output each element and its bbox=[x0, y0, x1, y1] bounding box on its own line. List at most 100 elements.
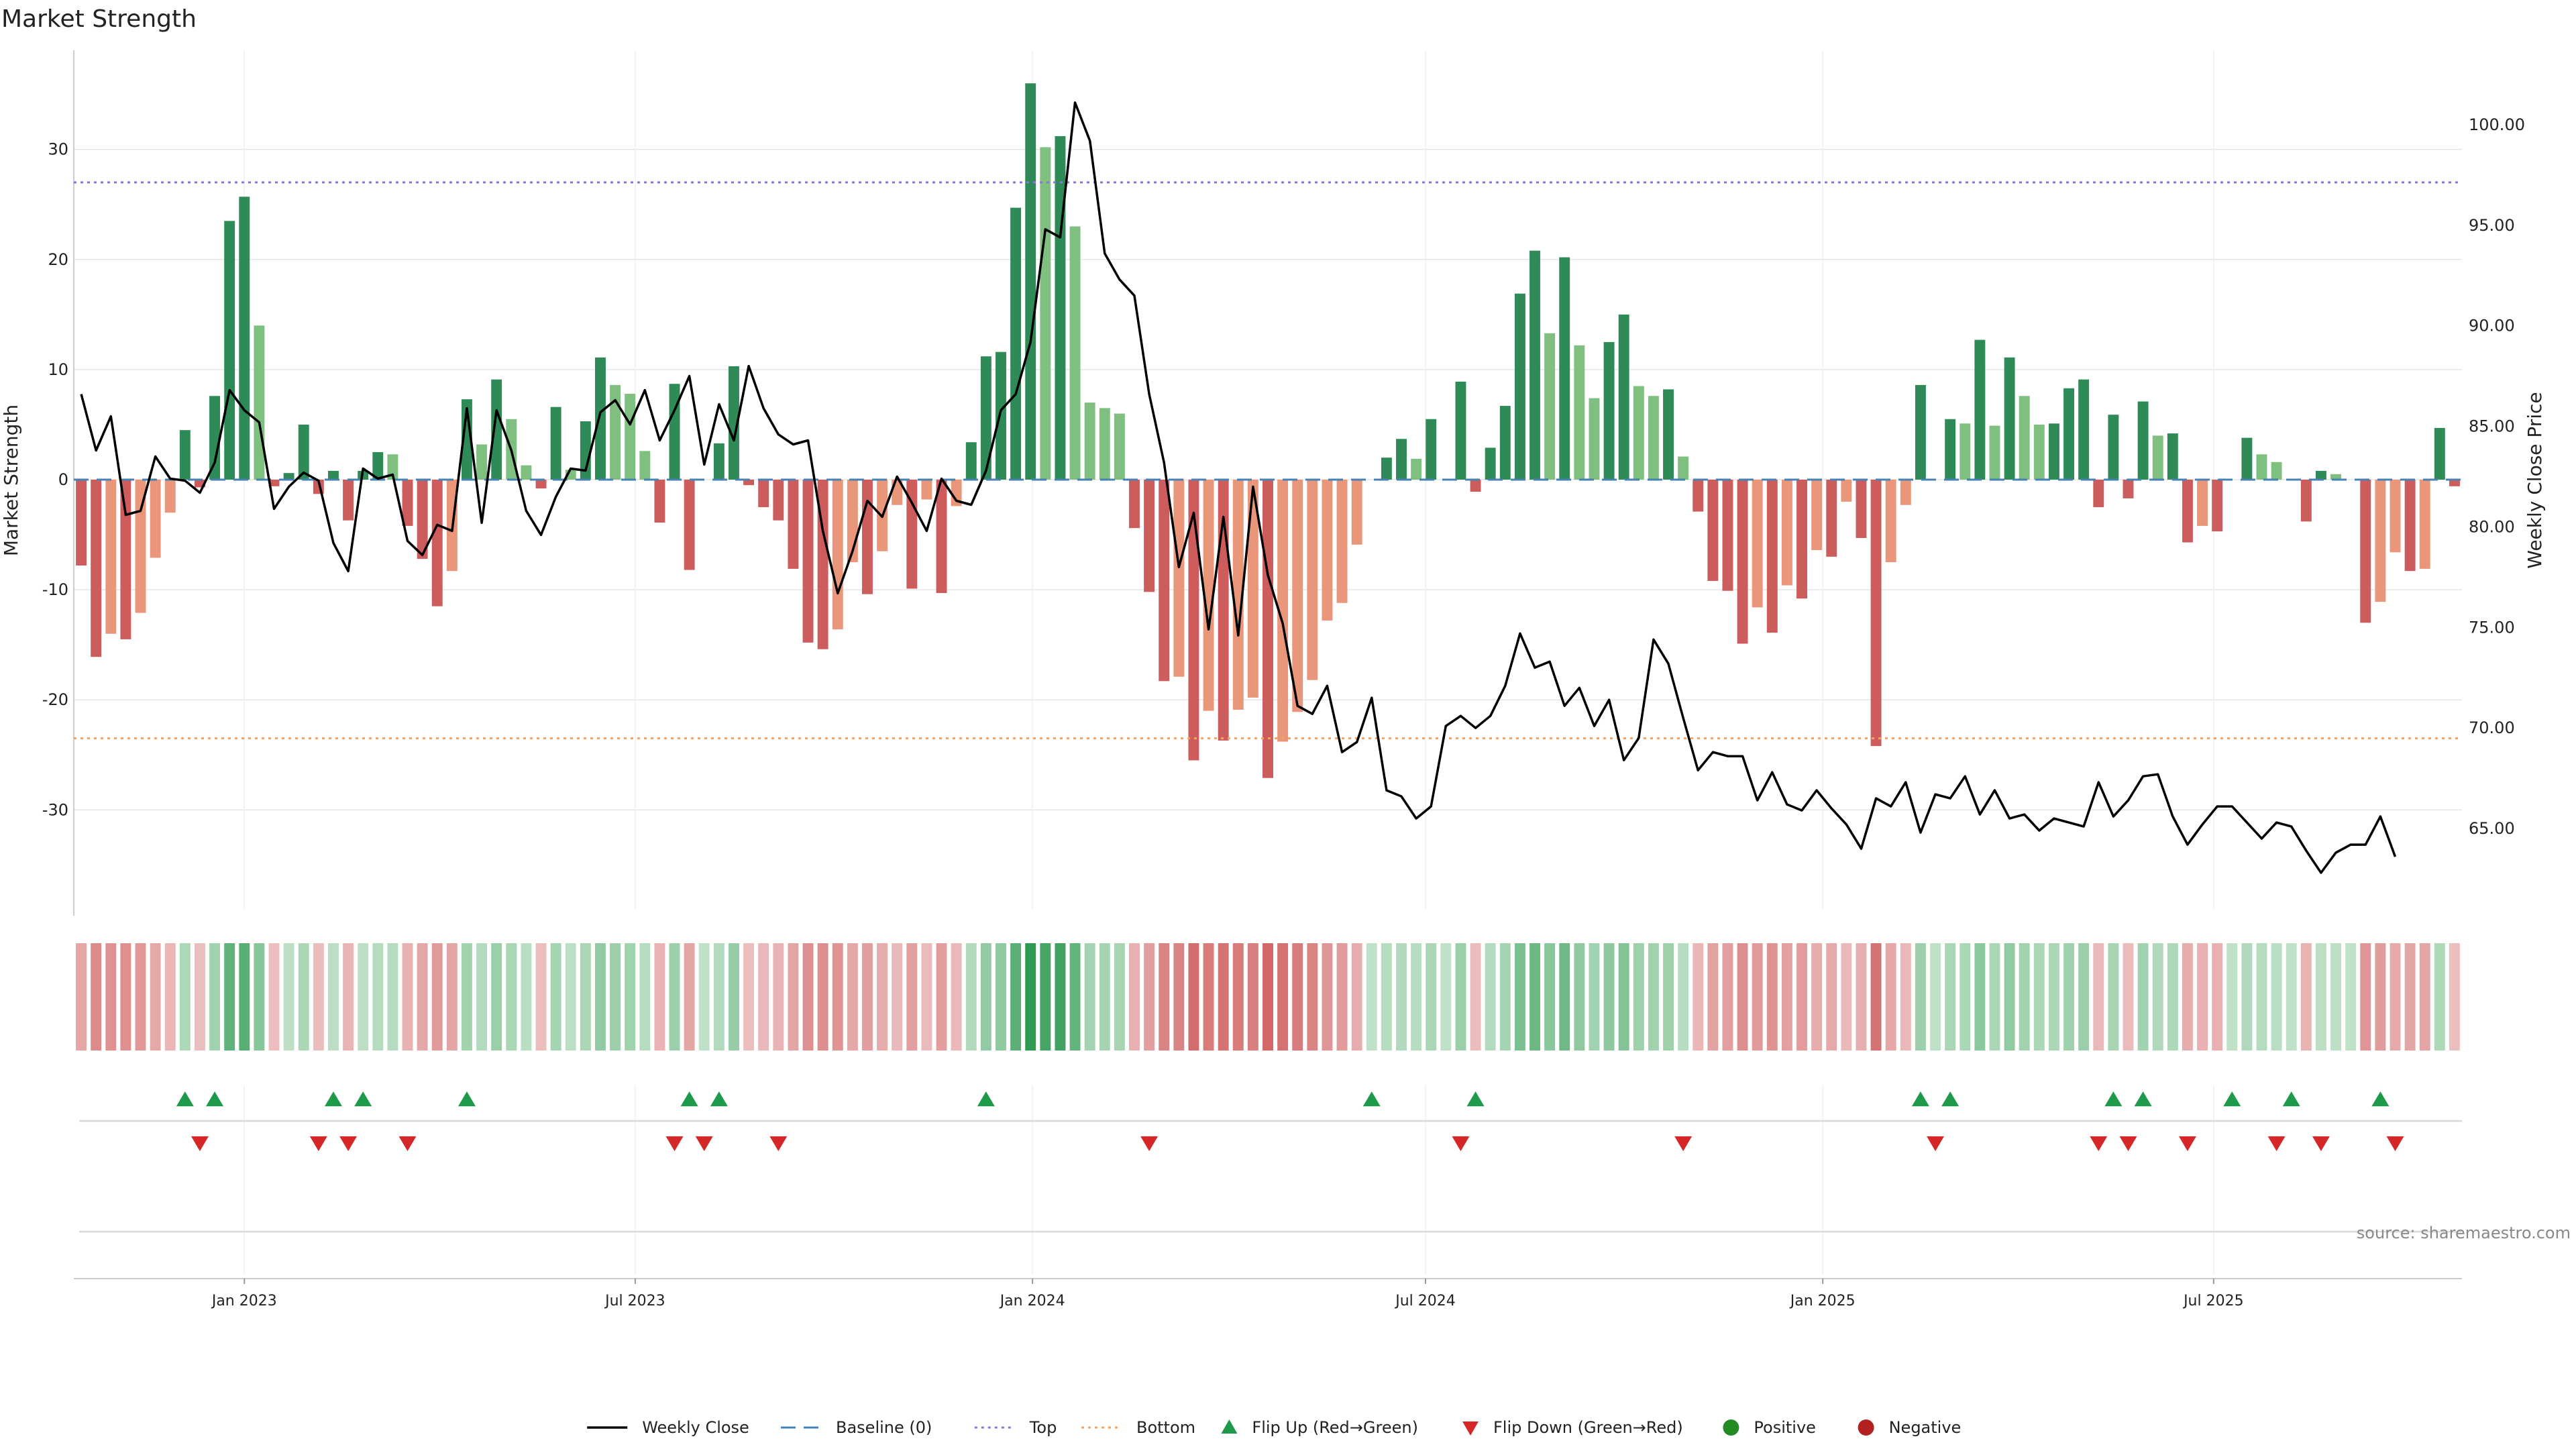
strength-bar bbox=[1277, 480, 1289, 742]
heat-strip-cell bbox=[2434, 943, 2445, 1051]
strength-bar bbox=[1856, 480, 1867, 538]
heat-strip-cell bbox=[1544, 943, 1556, 1051]
strength-bar bbox=[2330, 474, 2342, 480]
heat-strip-cell bbox=[1989, 943, 2000, 1051]
strength-bar bbox=[1144, 480, 1155, 592]
flip-down-marker bbox=[2386, 1136, 2404, 1151]
heat-strip-cell bbox=[417, 943, 428, 1051]
strength-bar bbox=[1648, 396, 1659, 480]
heat-strip-cell bbox=[327, 943, 339, 1051]
strength-bar bbox=[2256, 454, 2267, 480]
strength-bar bbox=[268, 480, 280, 486]
strength-bar bbox=[2123, 480, 2134, 498]
heat-strip-cell bbox=[565, 943, 576, 1051]
strength-bar bbox=[1693, 480, 1704, 512]
flip-marker-panel bbox=[79, 1085, 2462, 1275]
strength-bar bbox=[1232, 480, 1244, 710]
x-tick-label: Jan 2023 bbox=[211, 1293, 277, 1309]
right-y-tick-label: 70.00 bbox=[2469, 718, 2515, 737]
strength-bar bbox=[2182, 480, 2193, 543]
strength-bar bbox=[1752, 480, 1763, 608]
strength-bar bbox=[1396, 439, 1407, 480]
heat-strip-cell bbox=[2212, 943, 2223, 1051]
strength-bar bbox=[239, 197, 250, 480]
chart-title: Market Strength bbox=[1, 5, 197, 33]
strength-bar bbox=[773, 480, 784, 521]
heat-strip-cell bbox=[1218, 943, 1229, 1051]
legend-label: Weekly Close bbox=[642, 1418, 749, 1437]
strength-bar bbox=[788, 480, 799, 569]
heat-strip-cell bbox=[2300, 943, 2312, 1051]
strength-bar bbox=[194, 480, 205, 488]
flip-down-marker bbox=[309, 1136, 327, 1151]
heat-strip-cell bbox=[2256, 943, 2267, 1051]
heat-strip-cell bbox=[996, 943, 1006, 1051]
flip-down-marker bbox=[2312, 1136, 2330, 1151]
strength-bar bbox=[1025, 83, 1036, 480]
left-y-tick-label: 10 bbox=[48, 360, 68, 379]
strength-bar bbox=[283, 473, 294, 480]
heat-strip-cell bbox=[1663, 943, 1674, 1051]
flip-down-marker bbox=[665, 1136, 684, 1151]
strength-bar bbox=[610, 384, 621, 480]
heat-strip-cell bbox=[1678, 943, 1689, 1051]
strength-bar bbox=[1470, 480, 1481, 492]
strength-bar bbox=[476, 444, 488, 480]
heat-strip-cell bbox=[2078, 943, 2090, 1051]
strength-bar bbox=[1960, 423, 1971, 480]
x-tick-label: Jul 2025 bbox=[2182, 1293, 2244, 1309]
heat-strip-cell bbox=[1173, 943, 1185, 1051]
heat-strip-cell bbox=[2152, 943, 2163, 1051]
heat-strip-cell bbox=[1381, 943, 1392, 1051]
flip-down-marker bbox=[1927, 1136, 1945, 1151]
strength-bar bbox=[743, 480, 755, 486]
heat-strip-cell bbox=[1232, 943, 1244, 1051]
strength-bar bbox=[639, 451, 651, 480]
heat-strip-cell bbox=[254, 943, 265, 1051]
heat-strip-cell bbox=[906, 943, 918, 1051]
strength-bar bbox=[713, 443, 724, 480]
heat-strip-cell bbox=[2360, 943, 2371, 1051]
strength-bar bbox=[1129, 480, 1140, 529]
strength-bar bbox=[1351, 480, 1362, 545]
strength-bar bbox=[2004, 357, 2015, 480]
source-note: source: sharemaestro.com bbox=[2357, 1224, 2571, 1242]
heat-strip-cell bbox=[135, 943, 146, 1051]
heat-strip-cell bbox=[1114, 943, 1125, 1051]
left-y-tick-label: -20 bbox=[42, 690, 68, 709]
strength-bar bbox=[580, 421, 591, 480]
heat-strip-cell bbox=[1411, 943, 1422, 1051]
heat-strip-cell bbox=[965, 943, 977, 1051]
heat-strip-cell bbox=[1084, 943, 1095, 1051]
strength-bar bbox=[1514, 293, 1525, 480]
heat-strip-cell bbox=[105, 943, 117, 1051]
heat-strip-cell bbox=[877, 943, 888, 1051]
heat-strip-cell bbox=[892, 943, 903, 1051]
heat-strip-cell bbox=[1930, 943, 1941, 1051]
strength-bar bbox=[758, 480, 769, 508]
strength-bar bbox=[535, 480, 547, 489]
right-y-tick-label: 100.00 bbox=[2469, 115, 2525, 134]
heat-strip-cell bbox=[164, 943, 176, 1051]
strength-bar bbox=[372, 451, 384, 480]
strength-bar bbox=[2375, 480, 2386, 602]
strength-bar bbox=[1900, 480, 1911, 505]
legend-swatch-negative bbox=[1858, 1419, 1874, 1436]
heat-strip-cell bbox=[788, 943, 799, 1051]
flip-up-marker bbox=[176, 1091, 194, 1107]
strength-bar bbox=[1663, 389, 1674, 480]
heat-strip-cell bbox=[150, 943, 161, 1051]
strength-bar bbox=[2271, 462, 2282, 480]
heat-strip-cell bbox=[817, 943, 828, 1051]
strength-bar bbox=[1426, 419, 1437, 480]
heat-strip-cell bbox=[639, 943, 651, 1051]
flip-up-marker bbox=[1941, 1091, 1960, 1107]
heat-strip-cell bbox=[2004, 943, 2015, 1051]
strength-bar bbox=[2167, 433, 2178, 480]
heat-strip-cell bbox=[179, 943, 191, 1051]
strength-bar bbox=[595, 357, 606, 480]
strength-bar bbox=[120, 480, 131, 639]
heat-strip-cell bbox=[2404, 943, 2416, 1051]
heat-strip-cell bbox=[2033, 943, 2045, 1051]
heat-strip-cell bbox=[387, 943, 398, 1051]
